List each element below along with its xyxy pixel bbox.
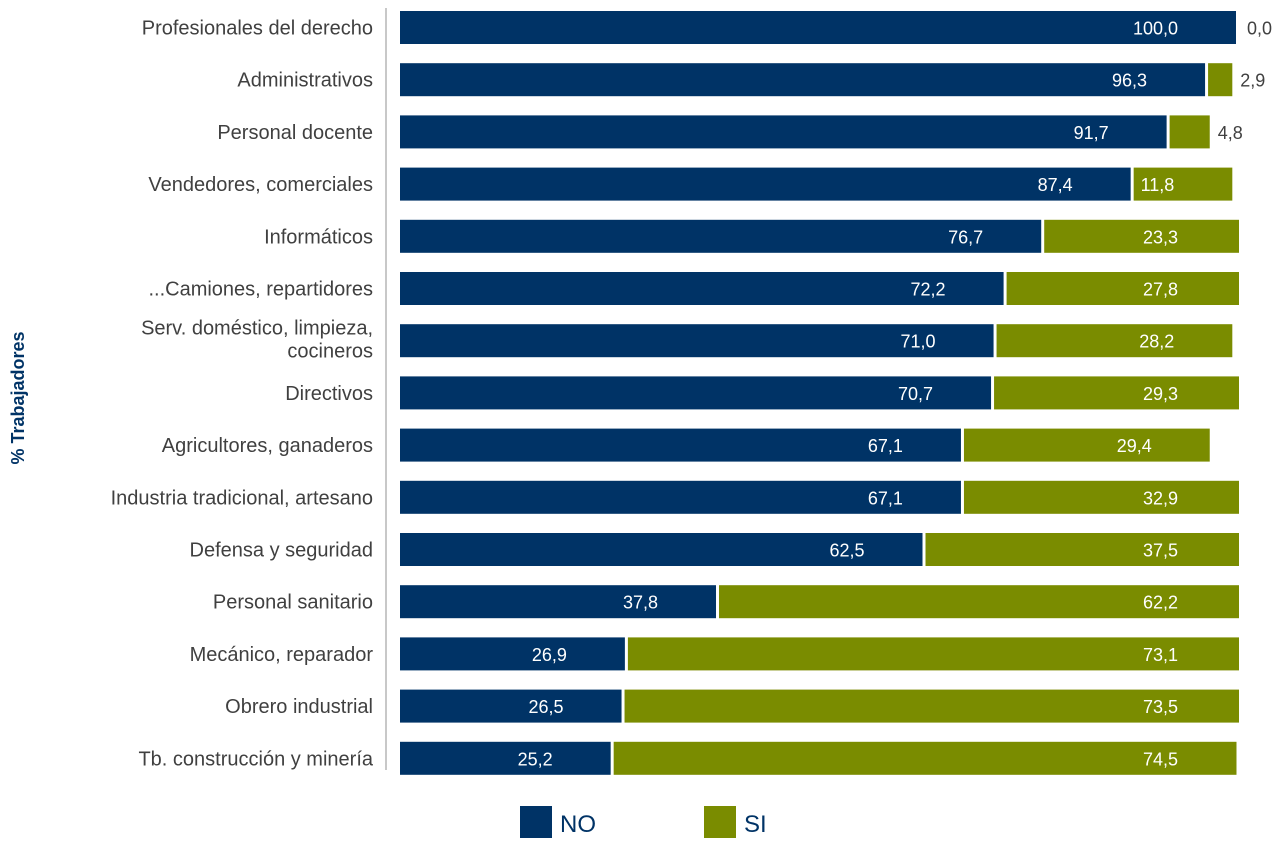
- bar-no-value-label: 67,1: [868, 488, 903, 508]
- bar-no: [400, 63, 1206, 97]
- bar-no: [400, 689, 622, 723]
- bar-si: [994, 376, 1239, 410]
- bar-no: [400, 376, 992, 410]
- bar-no: [400, 428, 961, 462]
- bar-no-value-label: 76,7: [948, 227, 983, 247]
- y-axis-title: % Trabajadores: [8, 331, 28, 464]
- bar-si-value-label: 37,5: [1143, 541, 1178, 561]
- category-label-line: cocineros: [287, 341, 373, 363]
- bar-no-value-label: 72,2: [911, 280, 946, 300]
- bar-no-value-label: 70,7: [898, 384, 933, 404]
- bar-si: [1169, 115, 1210, 149]
- bar-no-value-label: 87,4: [1038, 175, 1073, 195]
- bar-no-value-label: 62,5: [829, 541, 864, 561]
- category-label: Vendedores, comerciales: [148, 174, 373, 196]
- bar-no: [400, 480, 961, 514]
- bar-si: [1044, 219, 1239, 253]
- bar-si: [719, 585, 1239, 619]
- legend-label-no: NO: [560, 811, 596, 838]
- bar-si-value-label: 73,5: [1143, 697, 1178, 717]
- bar-no: [400, 115, 1167, 149]
- category-label: Mecánico, reparador: [190, 644, 374, 666]
- category-label: Personal docente: [217, 122, 373, 144]
- bar-si: [1208, 63, 1233, 97]
- legend-swatch-si: [704, 806, 736, 838]
- category-label: Personal sanitario: [213, 592, 373, 614]
- category-label: Tb. construcción y minería: [138, 748, 373, 770]
- bar-si-value-label: 28,2: [1139, 332, 1174, 352]
- bar-no: [400, 272, 1004, 305]
- bar-si-value-label: 73,1: [1143, 645, 1178, 665]
- bar-no: [400, 637, 625, 671]
- category-label: Directivos: [285, 383, 373, 405]
- bar-si-value-label: 23,3: [1143, 227, 1178, 247]
- bar-si: [963, 480, 1239, 514]
- bar-si-value-label: 29,3: [1143, 384, 1178, 404]
- bar-no-value-label: 96,3: [1112, 71, 1147, 91]
- bar-si-value-label: 29,4: [1117, 436, 1152, 456]
- bar-no: [400, 11, 1236, 44]
- category-label: Serv. doméstico, limpieza, cocineros: [141, 318, 373, 363]
- bar-si: [624, 689, 1239, 723]
- category-label: Administrativos: [237, 70, 373, 92]
- category-label: Agricultores, ganaderos: [162, 435, 373, 457]
- category-label: Industria tradicional, artesano: [111, 487, 373, 509]
- legend-label-si: SI: [744, 811, 767, 838]
- category-label-line: Serv. doméstico, limpieza,: [141, 318, 373, 340]
- bar-si-value-label: 0,0: [1247, 19, 1272, 39]
- bar-si-value-label: 27,8: [1143, 280, 1178, 300]
- bar-si: [613, 741, 1237, 775]
- bar-no: [400, 167, 1131, 201]
- bar-si: [627, 637, 1239, 671]
- bar-no-value-label: 25,2: [518, 749, 553, 769]
- bar-si: [963, 428, 1210, 462]
- bar-si: [1006, 272, 1239, 305]
- bar-no: [400, 533, 923, 566]
- bar-si-value-label: 32,9: [1143, 488, 1178, 508]
- bar-si-value-label: 11,8: [1141, 175, 1175, 195]
- category-label: Profesionales del derecho: [142, 18, 373, 40]
- bar-no-value-label: 91,7: [1074, 123, 1109, 143]
- bar-no-value-label: 100,0: [1133, 19, 1178, 39]
- category-label: Informáticos: [264, 226, 373, 248]
- bar-si-value-label: 4,8: [1218, 123, 1243, 143]
- category-label: Obrero industrial: [225, 696, 373, 718]
- bar-si-value-label: 62,2: [1143, 593, 1178, 613]
- bar-no: [400, 324, 994, 358]
- bar-no-value-label: 26,9: [532, 645, 567, 665]
- legend-swatch-no: [520, 806, 552, 838]
- bar-si-value-label: 74,5: [1143, 749, 1178, 769]
- category-label: Defensa y seguridad: [190, 540, 373, 562]
- bar-si: [1133, 167, 1233, 201]
- bar-si: [996, 324, 1233, 358]
- bar-no-value-label: 26,5: [528, 697, 563, 717]
- bar-si-value-label: 2,9: [1240, 71, 1265, 91]
- bar-no: [400, 585, 717, 619]
- category-label: ...Camiones, repartidores: [148, 279, 373, 301]
- bar-no: [400, 741, 611, 775]
- bar-no-value-label: 71,0: [901, 332, 936, 352]
- bar-no-value-label: 67,1: [868, 436, 903, 456]
- bar-no: [400, 219, 1042, 253]
- bar-si: [925, 533, 1239, 566]
- bar-no-value-label: 37,8: [623, 593, 658, 613]
